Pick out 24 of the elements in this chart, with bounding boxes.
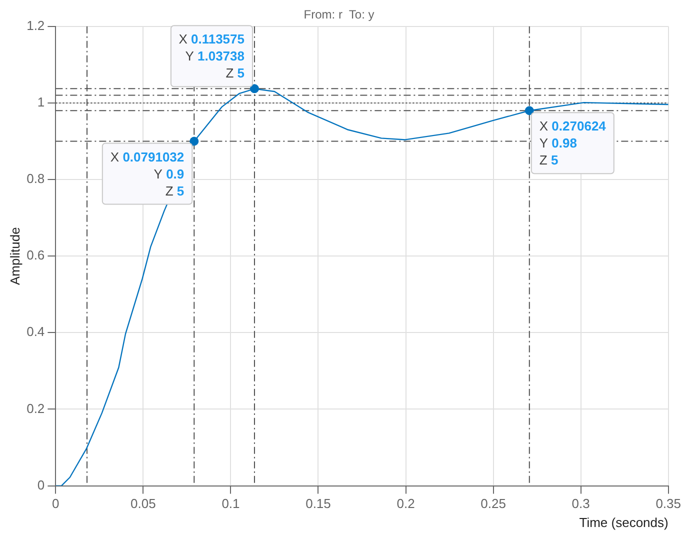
y-tick-label: 0.4 (26, 324, 45, 340)
y-tick-label: 0.8 (26, 171, 45, 186)
x-tick-label: 0.05 (130, 496, 156, 512)
x-tick-label: 0.35 (656, 496, 682, 512)
point (190, 136, 199, 146)
y-tick-label: 0 (37, 477, 45, 492)
point (524, 106, 534, 116)
x-axis-title: Time (seconds) (579, 514, 668, 530)
point (250, 84, 259, 94)
x-tick-label: 0.25 (480, 496, 506, 512)
annotation: X 0.113575 Y 1.03738 Z 5 (178, 32, 244, 81)
y-axis-title: Amplitude (7, 227, 22, 286)
x-tick-label: 0.15 (306, 496, 331, 512)
annotation: X 0.0791032 Y 0.9 Z 5 (110, 149, 184, 198)
x-tick-label: 0 (52, 496, 60, 512)
chart-title: From: r To: y (304, 8, 374, 22)
y-tick-label: 0.6 (26, 248, 45, 263)
y-tick-label: 1.2 (26, 18, 45, 33)
x-tick-label: 0.2 (396, 496, 415, 512)
y-tick-label: 0.2 (26, 400, 45, 416)
x-tick-label: 0.1 (222, 496, 240, 512)
y-tick-label: 1 (37, 94, 45, 110)
x-tick-label: 0.3 (572, 496, 590, 512)
annotation: X 0.270624 Y 0.98 Z 5 (539, 118, 607, 168)
